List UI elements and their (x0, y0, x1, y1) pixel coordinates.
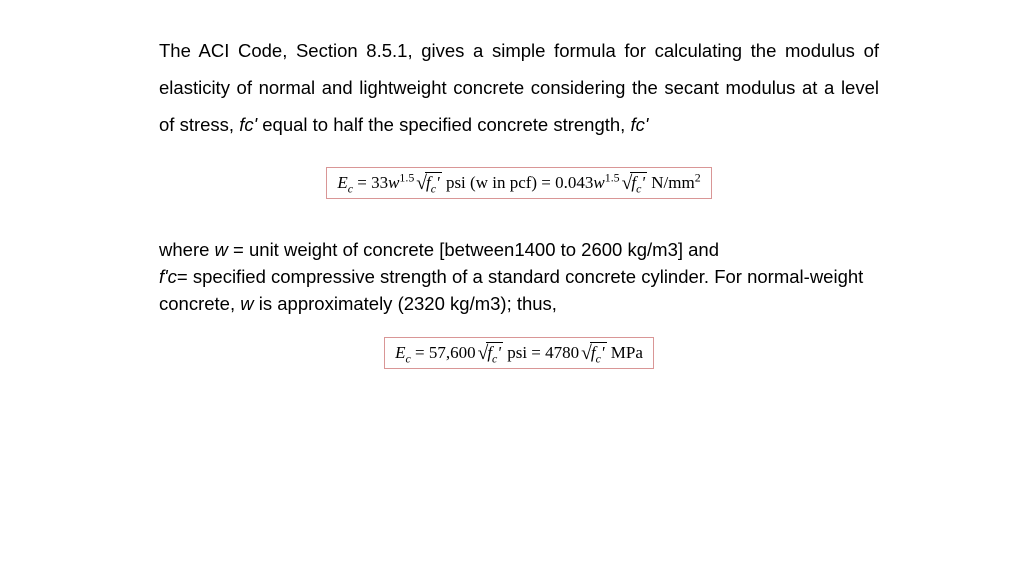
p2-fpc: f'c (159, 266, 177, 287)
p2-t2: = unit weight of concrete [between1400 t… (228, 239, 719, 260)
p1-fc1: fc' (239, 114, 257, 135)
f1-w2: w (593, 173, 604, 192)
f1-mid: psi (w in pcf) = 0.043 (442, 173, 594, 192)
f2-sqrt-1: fc' (476, 342, 503, 364)
f1-exp2: 1.5 (605, 170, 620, 184)
p2-t1: where (159, 239, 215, 260)
f1-sqrt-1: fc' (414, 172, 441, 194)
p2-t3: = specified compressive strength of a st… (177, 266, 714, 287)
f2-Ec: E (395, 343, 405, 362)
f2-mid: psi = 4780 (503, 343, 579, 362)
formula-1-box: Ec = 33w1.5fc' psi (w in pcf) = 0.043w1.… (326, 167, 711, 199)
p1-fc2: fc' (630, 114, 648, 135)
f1-exp: 1.5 (399, 170, 414, 184)
f1-w: w (388, 173, 399, 192)
f2-tick2: ' (601, 343, 605, 362)
f1-tick2: ' (641, 173, 645, 192)
f1-unit: N/mm (647, 173, 695, 192)
f1-eq: = 33 (353, 173, 388, 192)
p2-w2: w (240, 293, 253, 314)
f1-Ec: E (337, 173, 347, 192)
formula-2-box: Ec = 57,600fc' psi = 4780fc' MPa (384, 337, 654, 369)
page-content: The ACI Code, Section 8.5.1, gives a sim… (159, 32, 879, 369)
f1-tick: ' (436, 173, 440, 192)
paragraph-2: where w = unit weight of concrete [betwe… (159, 237, 879, 317)
formula-1-wrap: Ec = 33w1.5fc' psi (w in pcf) = 0.043w1.… (159, 167, 879, 199)
p2-w: w (215, 239, 228, 260)
f2-tick: ' (497, 343, 501, 362)
f2-sqrt-2: fc' (579, 342, 606, 364)
f1-sqrt-2: fc' (620, 172, 647, 194)
f2-eq: = 57,600 (411, 343, 476, 362)
p1-text-2: equal to half the specified concrete str… (257, 114, 630, 135)
f2-unit: MPa (607, 343, 643, 362)
f1-sq: 2 (695, 170, 701, 184)
p2-t5: is approximately (2320 kg/m3); thus, (254, 293, 557, 314)
formula-2-wrap: Ec = 57,600fc' psi = 4780fc' MPa (159, 337, 879, 369)
paragraph-1: The ACI Code, Section 8.5.1, gives a sim… (159, 32, 879, 143)
